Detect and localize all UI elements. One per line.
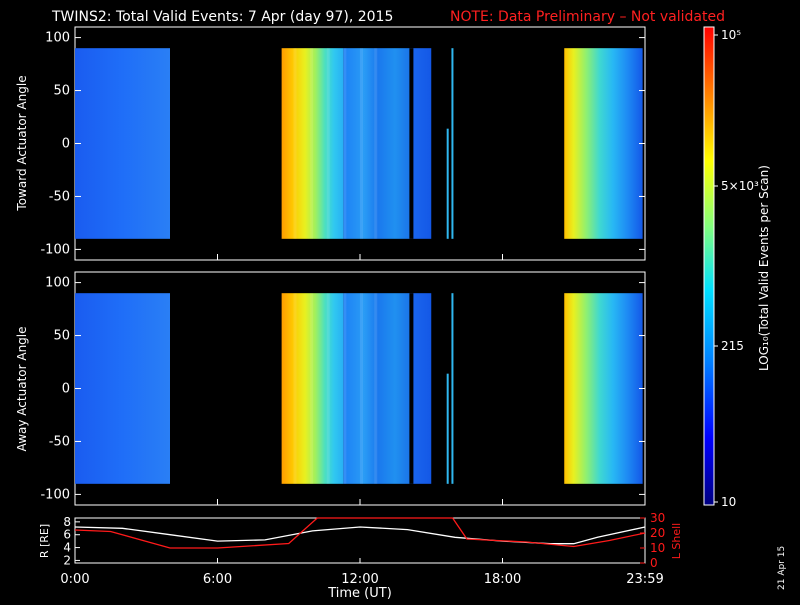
colorbar-tick-label: 10 — [721, 495, 736, 509]
heatmap-block — [564, 293, 643, 484]
colorbar: 10⁵ 5×10³ 215 10 LOG₁₀(Total Valid Events p… — [703, 26, 771, 509]
colorbar-label: LOG₁₀(Total Valid Events per Scan) — [757, 165, 771, 371]
r-line — [74, 526, 646, 545]
heatmap-stripe — [343, 48, 347, 239]
orbit-plot-frame — [74, 517, 646, 564]
heatmap-block — [75, 48, 170, 239]
heatmap-stripe — [293, 293, 297, 484]
away-heatmap-panel: 100 50 0 -50 -100 Away Actuator Angle — [15, 271, 646, 506]
heatmap-stripe — [374, 293, 378, 484]
heatmap-spike — [451, 293, 454, 484]
lshell-line — [74, 517, 646, 549]
y-tick-label: -100 — [40, 487, 70, 502]
colorbar-tick-label: 5×10³ — [721, 179, 759, 193]
y-tick-label: 100 — [45, 31, 70, 46]
x-tick-label: 6:00 — [203, 572, 232, 587]
heatmap-block — [281, 293, 344, 484]
x-tick-label: 0:00 — [60, 572, 89, 587]
heatmap-block — [564, 48, 643, 239]
lshell-tick-label: 0 — [650, 556, 658, 570]
away-y-axis: 100 50 0 -50 -100 — [40, 276, 646, 505]
orbit-lines — [74, 517, 646, 549]
lshell-tick-label: 10 — [650, 541, 665, 555]
y-tick-label: 0 — [62, 137, 70, 152]
y-tick-label: 0 — [62, 382, 70, 397]
y-tick-label: -50 — [49, 189, 70, 204]
r-tick-label: 8 — [63, 515, 71, 529]
heatmap-block — [343, 48, 413, 239]
heatmap-stripe — [293, 48, 297, 239]
heatmap-stripe — [310, 48, 314, 239]
heatmap-stripe — [326, 48, 330, 239]
r-tick-label: 4 — [63, 541, 71, 555]
y-tick-label: 50 — [53, 329, 70, 344]
y-tick-label: 100 — [45, 276, 70, 291]
y-tick-label: 50 — [53, 84, 70, 99]
x-axis-label: Time (UT) — [327, 586, 392, 600]
r-tick-label: 2 — [63, 553, 71, 567]
toward-heatmap-data — [75, 48, 643, 239]
away-y-axis-label: Away Actuator Angle — [15, 326, 29, 451]
heatmap-block — [412, 293, 432, 484]
lshell-tick-label: 30 — [650, 511, 665, 525]
heatmap-stripe — [343, 293, 347, 484]
heatmap-block — [75, 293, 170, 484]
away-heatmap-data — [75, 293, 643, 484]
heatmap-spike — [451, 48, 454, 239]
preliminary-note: NOTE: Data Preliminary – Not validated — [450, 9, 725, 25]
heatmap-block — [343, 293, 413, 484]
chart-title: TWINS2: Total Valid Events: 7 Apr (day 9… — [51, 9, 393, 25]
heatmap-stripe — [374, 48, 378, 239]
heatmap-stripe — [326, 293, 330, 484]
heatmap-spike — [446, 128, 449, 239]
toward-y-axis: 100 50 0 -50 -100 — [40, 31, 646, 260]
corner-date: 21 Apr 15 — [777, 546, 787, 590]
lshell-tick-label: 20 — [650, 526, 665, 540]
x-tick-label: 23:59 — [626, 572, 663, 587]
toward-y-axis-label: Toward Actuator Angle — [15, 75, 29, 211]
colorbar-tick-label: 215 — [721, 339, 744, 353]
heatmap-stripe — [360, 48, 363, 239]
lshell-axis-label: L Shell — [670, 523, 683, 559]
r-tick-label: 6 — [63, 528, 71, 542]
heatmap-block — [281, 48, 344, 239]
x-tick-label: 18:00 — [484, 572, 521, 587]
heatmap-spike — [446, 373, 449, 484]
x-tick-label: 12:00 — [341, 572, 378, 587]
heatmap-block — [412, 48, 432, 239]
y-tick-label: -50 — [49, 434, 70, 449]
y-tick-label: -100 — [40, 242, 70, 257]
data-gap — [409, 48, 414, 239]
heatmap-stripe — [360, 293, 363, 484]
toward-heatmap-panel: 100 50 0 -50 -100 Toward Actuator Angle — [15, 26, 646, 261]
colorbar-gradient — [703, 26, 715, 506]
data-gap — [409, 293, 414, 484]
colorbar-tick-label: 10⁵ — [721, 28, 741, 42]
colorbar-ticks: 10⁵ 5×10³ 215 10 — [714, 28, 759, 509]
r-axis-label: R [RE] — [38, 524, 51, 558]
heatmap-stripe — [310, 293, 314, 484]
